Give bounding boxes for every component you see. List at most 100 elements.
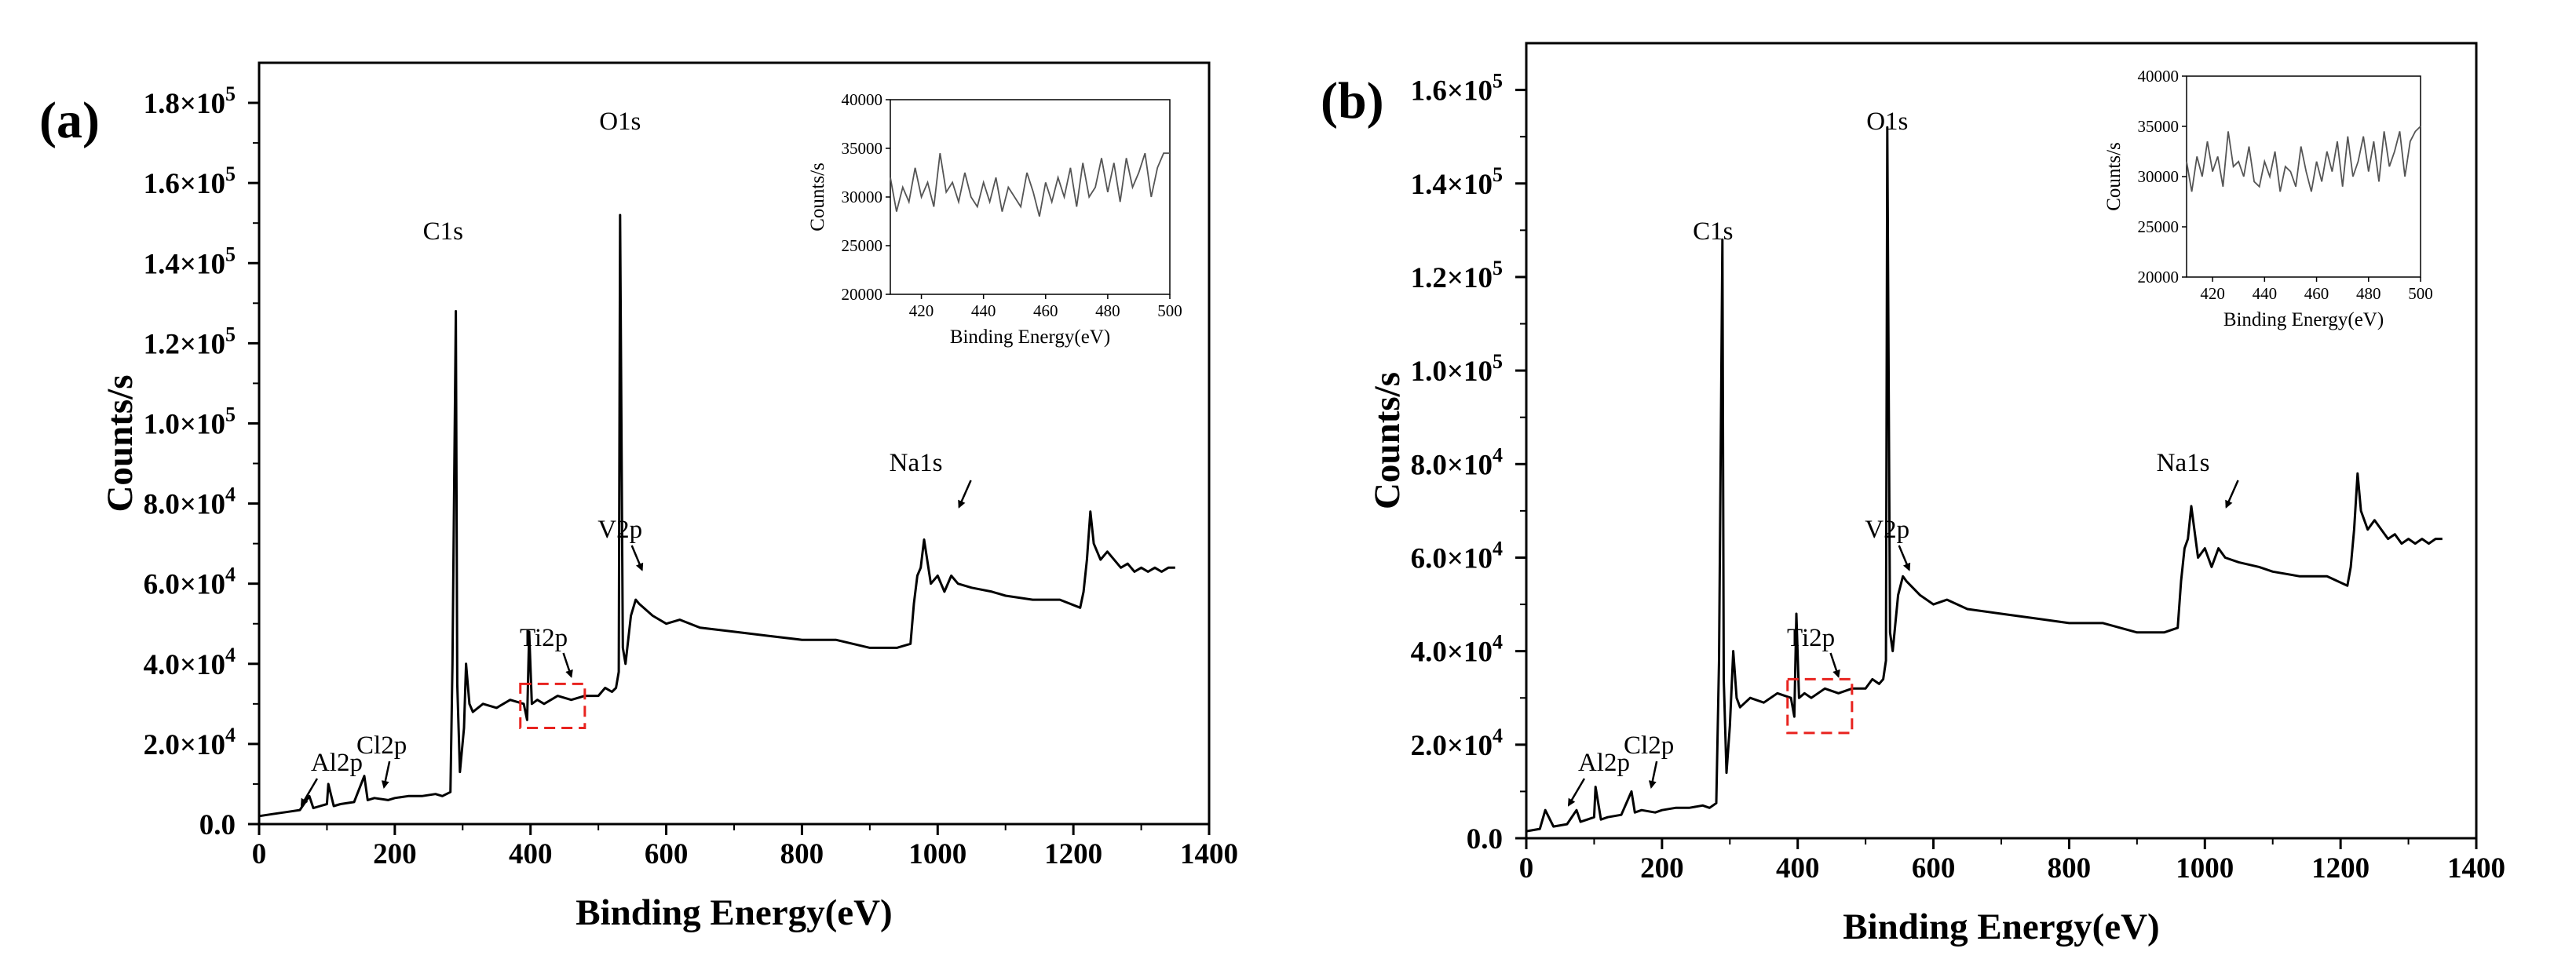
inset-chart: 420 440 460 480 500 20000 25000 30000 35000 40000…	[2103, 67, 2433, 330]
peak-arrow	[958, 480, 972, 509]
panel-label: (b)	[1321, 72, 1384, 130]
y-tick-label: 6.0×104	[144, 564, 236, 601]
inset-x-axis-title: Binding Energy(eV)	[2223, 309, 2384, 330]
inset-x-tick-label: 420	[2200, 284, 2225, 303]
x-tick-label: 1400	[2447, 852, 2505, 885]
x-tick-label: 1000	[2176, 852, 2234, 885]
y-tick-label: 1.0×105	[144, 403, 236, 440]
inset-chart: 420 440 460 480 500 20000 25000 30000 35000 40000…	[807, 90, 1182, 348]
peak-label: C1s	[1693, 217, 1733, 246]
inset-x-tick-label: 440	[971, 301, 996, 320]
peak-label: Cl2p	[356, 731, 407, 760]
x-tick-label: 400	[1776, 852, 1820, 885]
inset-y-tick-label: 25000	[842, 236, 883, 255]
inset-y-tick-label: 40000	[2138, 67, 2180, 86]
x-tick-label: 200	[1640, 852, 1684, 885]
x-axis-title: Binding Energy(eV)	[1843, 907, 2159, 947]
inset-y-tick-label: 25000	[2138, 217, 2180, 236]
peak-arrow	[562, 652, 573, 678]
peak-label: Ti2p	[520, 624, 568, 652]
peak-arrow	[300, 778, 319, 807]
y-tick-label: 1.4×105	[1411, 163, 1503, 201]
panel-b: (b) 0 200 400 600 800 1000 1200 1400 0.0 2.0×104 4.…	[1321, 42, 2505, 947]
y-tick-label: 1.4×105	[144, 243, 236, 280]
x-tick-label: 600	[645, 838, 689, 870]
peak-label: C1s	[423, 217, 463, 246]
y-tick-label: 8.0×104	[144, 483, 236, 521]
peak-label: Al2p	[311, 749, 363, 777]
y-tick-label: 1.0×105	[1411, 350, 1503, 388]
inset-y-tick-label: 20000	[2138, 268, 2180, 286]
x-tick-label: 600	[1912, 852, 1956, 885]
highlight-box	[1786, 677, 1854, 735]
inset-y-tick-label: 35000	[842, 139, 883, 158]
highlight-box	[519, 682, 586, 729]
inset-series-line	[2186, 126, 2421, 192]
series-line	[1526, 126, 2443, 833]
series-line	[258, 213, 1175, 818]
y-tick-label: 4.0×104	[1411, 631, 1503, 669]
y-tick-label: 2.0×104	[1411, 724, 1503, 762]
inset-y-tick-label: 40000	[842, 90, 883, 109]
inset-series-line	[890, 152, 1170, 217]
peak-label: V2p	[1865, 516, 1909, 544]
peak-label: O1s	[599, 108, 641, 136]
inset-y-axis-title: Counts/s	[2103, 142, 2125, 211]
inset-y-tick-label: 35000	[2138, 117, 2180, 136]
peak-label: Ti2p	[1787, 624, 1835, 652]
peak-arrow	[381, 761, 391, 789]
inset-x-tick-label: 460	[1033, 301, 1058, 320]
y-tick-label: 1.6×105	[1411, 70, 1503, 108]
peak-label: Cl2p	[1624, 731, 1674, 760]
x-tick-label: 0	[252, 838, 267, 870]
y-tick-label: 1.2×105	[144, 323, 236, 360]
peak-arrow	[1898, 545, 1911, 571]
x-axis-title: Binding Energy(eV)	[575, 892, 892, 933]
inset-x-tick-label: 420	[909, 301, 934, 320]
peak-arrow	[2225, 480, 2239, 509]
peak-label: Na1s	[890, 449, 943, 477]
inset-y-tick-label: 20000	[842, 285, 883, 304]
inset-y-tick-label: 30000	[842, 188, 883, 206]
inset-x-tick-label: 480	[2356, 284, 2381, 303]
y-tick-label: 6.0×104	[1411, 537, 1503, 575]
y-tick-label: 4.0×104	[144, 644, 236, 681]
panel-label: (a)	[39, 92, 100, 149]
inset-y-axis-title: Counts/s	[807, 162, 828, 232]
x-tick-label: 400	[509, 838, 553, 870]
peak-label: O1s	[1866, 108, 1908, 136]
x-tick-label: 1200	[2311, 852, 2370, 885]
peak-arrow	[1567, 778, 1586, 807]
peak-label: V2p	[597, 516, 642, 544]
inset-x-tick-label: 460	[2304, 284, 2329, 303]
peak-label: Na1s	[2157, 449, 2210, 477]
inset-x-tick-label: 480	[1095, 301, 1120, 320]
y-tick-label: 1.6×105	[144, 162, 236, 200]
x-tick-label: 800	[2048, 852, 2092, 885]
inset-x-tick-label: 440	[2253, 284, 2278, 303]
inset-x-axis-title: Binding Energy(eV)	[950, 326, 1110, 348]
x-tick-label: 0	[1519, 852, 1534, 885]
x-tick-label: 1400	[1180, 838, 1238, 870]
inset-x-tick-label: 500	[1157, 301, 1182, 320]
y-tick-label: 0.0	[1467, 823, 1503, 855]
x-tick-label: 1000	[908, 838, 966, 870]
y-tick-label: 0.0	[199, 809, 236, 841]
x-tick-label: 200	[373, 838, 417, 870]
peak-arrow	[1648, 761, 1658, 789]
y-tick-label: 8.0×104	[1411, 443, 1503, 481]
inset-frame	[890, 99, 1171, 295]
x-tick-label: 800	[780, 838, 824, 870]
inset-x-tick-label: 500	[2408, 284, 2433, 303]
inset-y-tick-label: 30000	[2138, 167, 2180, 186]
y-axis-title: Counts/s	[1367, 372, 1408, 509]
y-tick-label: 2.0×104	[144, 724, 236, 761]
x-tick-label: 1200	[1044, 838, 1102, 870]
peak-arrow	[1829, 652, 1840, 678]
y-tick-label: 1.8×105	[144, 82, 236, 120]
panel-a: (a) 0 200 400 600 800 1000 1200 1400 0.0 2.0×104 4.…	[39, 61, 1238, 933]
peak-arrow	[630, 545, 644, 571]
y-axis-title: Counts/s	[100, 374, 141, 512]
inset-frame	[2186, 75, 2421, 278]
